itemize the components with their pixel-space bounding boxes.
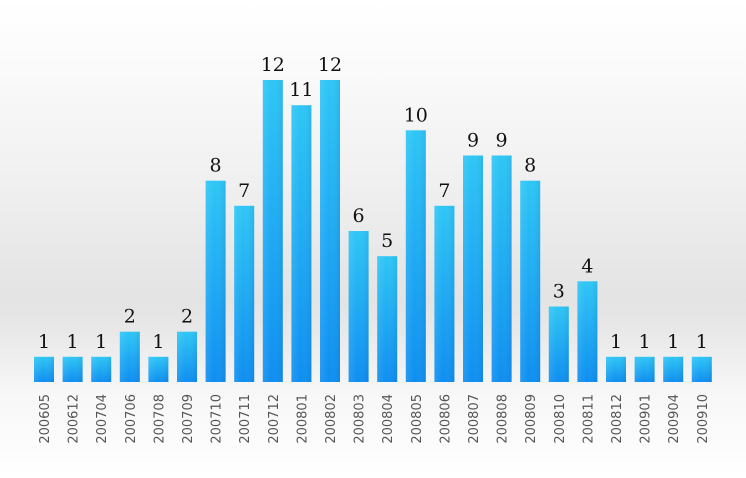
value-label-200806: 7 <box>438 180 450 202</box>
bar-shine-200803 <box>348 231 369 382</box>
value-label-200804: 5 <box>381 230 393 252</box>
value-label-200605: 1 <box>38 331 50 353</box>
bar-shine-200708 <box>148 356 169 382</box>
bar-shine-200806 <box>434 205 455 382</box>
bar-shine-200712 <box>262 80 283 382</box>
value-label-200711: 7 <box>238 180 250 202</box>
value-label-200904: 1 <box>667 331 679 353</box>
value-label-200812: 1 <box>610 331 622 353</box>
x-tick-label-200807: 200807 <box>467 394 482 444</box>
value-label-200706: 2 <box>124 306 136 328</box>
value-label-200901: 1 <box>639 331 651 353</box>
value-label-200801: 11 <box>289 79 313 101</box>
bar-shine-200807 <box>463 155 483 382</box>
x-tick-label-200712: 200712 <box>267 394 282 444</box>
value-label-200708: 1 <box>152 331 164 353</box>
bars-layer <box>34 80 712 382</box>
x-tick-label-200709: 200709 <box>181 394 196 444</box>
x-tick-label-200904: 200904 <box>667 394 682 444</box>
x-tick-label-200704: 200704 <box>95 394 110 444</box>
x-tick-label-200706: 200706 <box>124 394 139 444</box>
x-axis-tick-labels: 200605 200612 200704 200706 200708 200709 2007… <box>38 394 711 444</box>
bar-shine-200704 <box>91 356 112 382</box>
value-label-200612: 1 <box>67 331 79 353</box>
value-label-200910: 1 <box>696 331 708 353</box>
bar-shine-200709 <box>177 331 197 382</box>
x-tick-label-200612: 200612 <box>67 394 82 444</box>
x-tick-label-200711: 200711 <box>238 394 253 444</box>
bar-shine-200710 <box>205 180 226 382</box>
x-tick-label-200802: 200802 <box>324 394 339 444</box>
x-tick-label-200805: 200805 <box>410 394 425 444</box>
x-tick-label-200810: 200810 <box>553 394 568 444</box>
value-label-200704: 1 <box>95 331 107 353</box>
x-tick-label-200605: 200605 <box>38 394 53 444</box>
x-tick-label-200708: 200708 <box>152 394 167 444</box>
x-tick-label-200901: 200901 <box>639 394 654 444</box>
value-label-200710: 8 <box>210 155 222 177</box>
x-tick-label-200910: 200910 <box>696 394 711 444</box>
bar-shine-200904 <box>663 356 684 382</box>
x-tick-label-200804: 200804 <box>381 394 396 444</box>
bar-shine-200711 <box>234 205 255 382</box>
value-label-200803: 6 <box>353 205 365 227</box>
x-tick-label-200806: 200806 <box>438 394 453 444</box>
value-label-200811: 4 <box>581 255 593 277</box>
x-tick-label-200710: 200710 <box>210 394 225 444</box>
bar-shine-200810 <box>548 306 569 382</box>
bar-shine-200910 <box>691 356 712 382</box>
x-tick-label-200808: 200808 <box>496 394 511 444</box>
x-tick-label-200803: 200803 <box>353 394 368 444</box>
x-tick-label-200809: 200809 <box>524 394 539 444</box>
value-label-200805: 10 <box>404 104 428 126</box>
bar-shine-200605 <box>34 356 54 382</box>
bar-shine-200612 <box>62 356 83 382</box>
x-tick-label-200801: 200801 <box>295 394 310 444</box>
bar-shine-200808 <box>491 155 512 382</box>
bar-shine-200706 <box>119 331 140 382</box>
x-tick-label-200811: 200811 <box>581 394 596 444</box>
value-label-200807: 9 <box>467 130 479 152</box>
value-label-200712: 12 <box>261 54 285 76</box>
bar-shine-200805 <box>405 130 426 382</box>
bar-shine-200811 <box>577 281 598 382</box>
value-label-200808: 9 <box>496 130 508 152</box>
value-label-200810: 3 <box>553 281 565 303</box>
bar-shine-200901 <box>634 356 655 382</box>
x-tick-label-200812: 200812 <box>610 394 625 444</box>
bar-shine-200812 <box>606 356 626 382</box>
bar-shine-200801 <box>291 105 312 382</box>
bar-shine-200809 <box>520 180 541 382</box>
bar-shine-200804 <box>377 256 398 382</box>
value-label-200802: 12 <box>318 54 342 76</box>
value-label-200709: 2 <box>181 306 193 328</box>
value-label-200809: 8 <box>524 155 536 177</box>
bar-shine-200802 <box>320 80 340 382</box>
